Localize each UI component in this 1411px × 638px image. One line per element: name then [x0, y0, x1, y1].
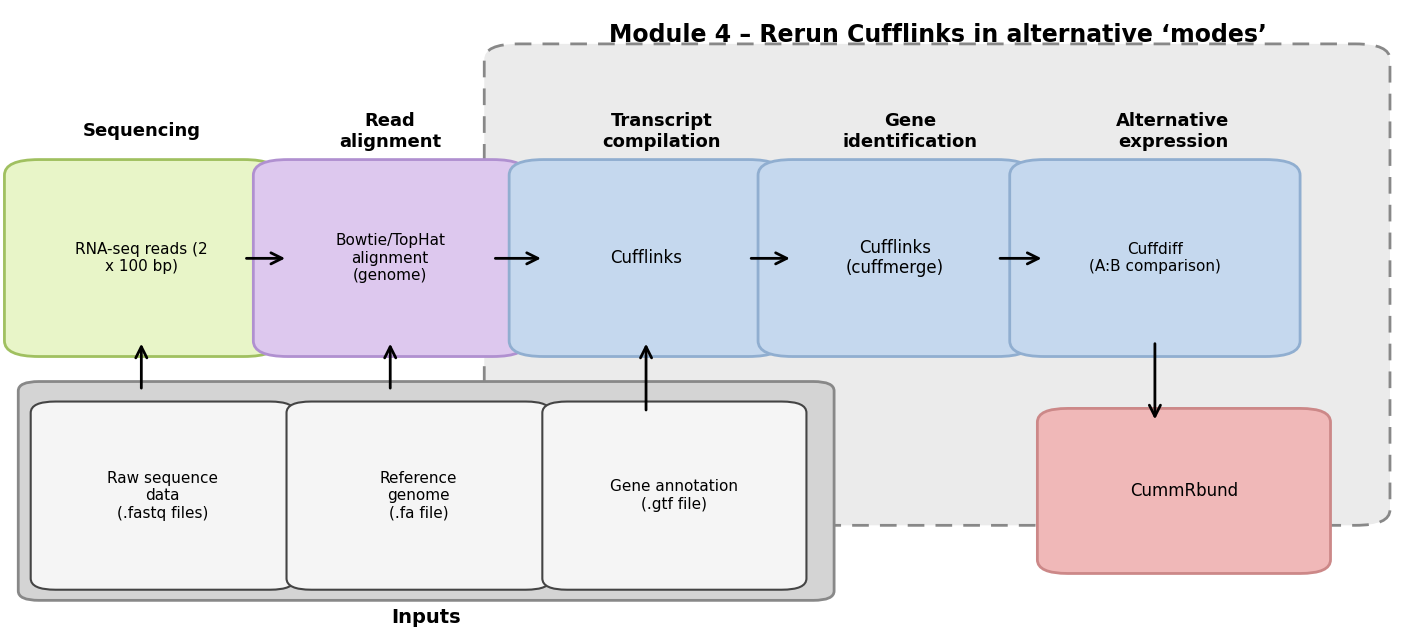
FancyBboxPatch shape: [1010, 160, 1300, 357]
FancyBboxPatch shape: [18, 382, 834, 600]
FancyBboxPatch shape: [1037, 408, 1331, 574]
Text: Gene
identification: Gene identification: [842, 112, 978, 151]
FancyBboxPatch shape: [4, 160, 278, 357]
Text: Reference
genome
(.fa file): Reference genome (.fa file): [380, 471, 457, 521]
FancyBboxPatch shape: [286, 401, 550, 590]
Text: Alternative
expression: Alternative expression: [1116, 112, 1229, 151]
FancyBboxPatch shape: [484, 44, 1390, 525]
Text: CummRbund: CummRbund: [1130, 482, 1237, 500]
Text: Transcript
compilation: Transcript compilation: [602, 112, 721, 151]
Text: Read
alignment: Read alignment: [339, 112, 442, 151]
Text: RNA-seq reads (2
x 100 bp): RNA-seq reads (2 x 100 bp): [75, 242, 207, 274]
Text: Cufflinks: Cufflinks: [610, 249, 682, 267]
FancyBboxPatch shape: [31, 401, 295, 590]
Text: Cufflinks
(cuffmerge): Cufflinks (cuffmerge): [845, 239, 944, 278]
Text: Module 4 – Rerun Cufflinks in alternative ‘modes’: Module 4 – Rerun Cufflinks in alternativ…: [610, 22, 1267, 47]
FancyBboxPatch shape: [542, 401, 807, 590]
Text: Raw sequence
data
(.fastq files): Raw sequence data (.fastq files): [107, 471, 219, 521]
Text: Bowtie/TopHat
alignment
(genome): Bowtie/TopHat alignment (genome): [336, 233, 446, 283]
FancyBboxPatch shape: [254, 160, 528, 357]
FancyBboxPatch shape: [509, 160, 783, 357]
FancyBboxPatch shape: [758, 160, 1031, 357]
Text: Sequencing: Sequencing: [82, 122, 200, 140]
Text: Cuffdiff
(A:B comparison): Cuffdiff (A:B comparison): [1089, 242, 1221, 274]
Text: Gene annotation
(.gtf file): Gene annotation (.gtf file): [611, 479, 738, 512]
Text: Inputs: Inputs: [391, 609, 461, 627]
